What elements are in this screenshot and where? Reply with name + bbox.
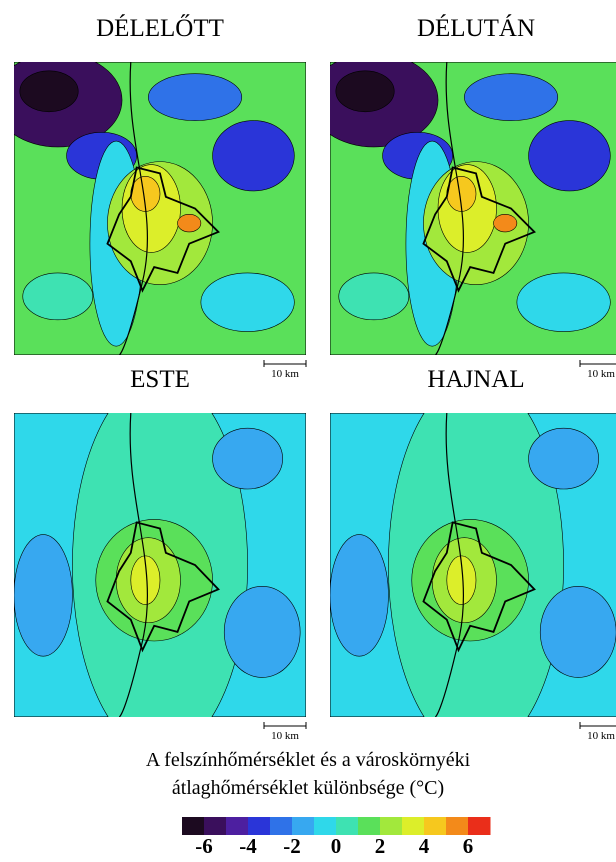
caption-line: átlaghőmérséklet különbsége (°C) [172,777,444,799]
colorbar-tick-label: -6 [195,834,213,858]
scale-label: 10 km [271,368,299,380]
temperature-zone [14,535,72,657]
colorbar-tick-label: -4 [239,834,257,858]
temperature-zone [148,74,241,121]
colorbar-tick-label: 2 [375,834,386,858]
temperature-zone [529,428,599,489]
temperature-zone [517,273,610,332]
temperature-zone [540,586,616,677]
temperature-zone [201,273,294,332]
colorbar-tick-label: 4 [419,834,430,858]
colorbar-segment [468,817,491,835]
colorbar-tick-label: 0 [331,834,342,858]
scale-label: 10 km [587,368,615,380]
map [310,53,616,355]
panel-title: DÉLUTÁN [417,14,535,42]
panel-title: ESTE [130,366,190,393]
colorbar-segment [336,817,359,835]
colorbar-segment [248,817,271,835]
figure: A felszínhőmérséklet és a városkörnyéki … [0,0,616,862]
colorbar-segment [270,817,293,835]
colorbar-segment [424,817,447,835]
temperature-zone [224,586,300,677]
temperature-zone [339,273,409,320]
colorbar-tick-label: 6 [463,834,474,858]
caption-line: A felszínhőmérséklet és a városkörnyéki [146,749,471,771]
temperature-zone [213,121,295,191]
temperature-zone [213,428,283,489]
colorbar-segment [446,817,469,835]
panel-title: DÉLELŐTT [96,14,224,42]
temperature-zone [529,121,611,191]
map [14,377,306,754]
colorbar-segment [358,817,381,835]
colorbar-tick-label: -2 [283,834,301,858]
temperature-zone [494,214,517,232]
colorbar-segment [314,817,337,835]
scale-label: 10 km [271,730,299,742]
panel-title: HAJNAL [427,366,524,393]
map [0,53,306,355]
temperature-zone [336,71,394,112]
temperature-zone [330,535,388,657]
temperature-zone [464,74,557,121]
colorbar-segment [402,817,425,835]
colorbar-segment [182,817,205,835]
map [330,377,616,754]
colorbar-segment [204,817,227,835]
temperature-zone [178,214,201,232]
colorbar-segment [380,817,403,835]
scale-label: 10 km [587,730,615,742]
colorbar-segment [226,817,249,835]
temperature-zone [23,273,93,320]
temperature-zone [20,71,78,112]
colorbar-segment [292,817,315,835]
